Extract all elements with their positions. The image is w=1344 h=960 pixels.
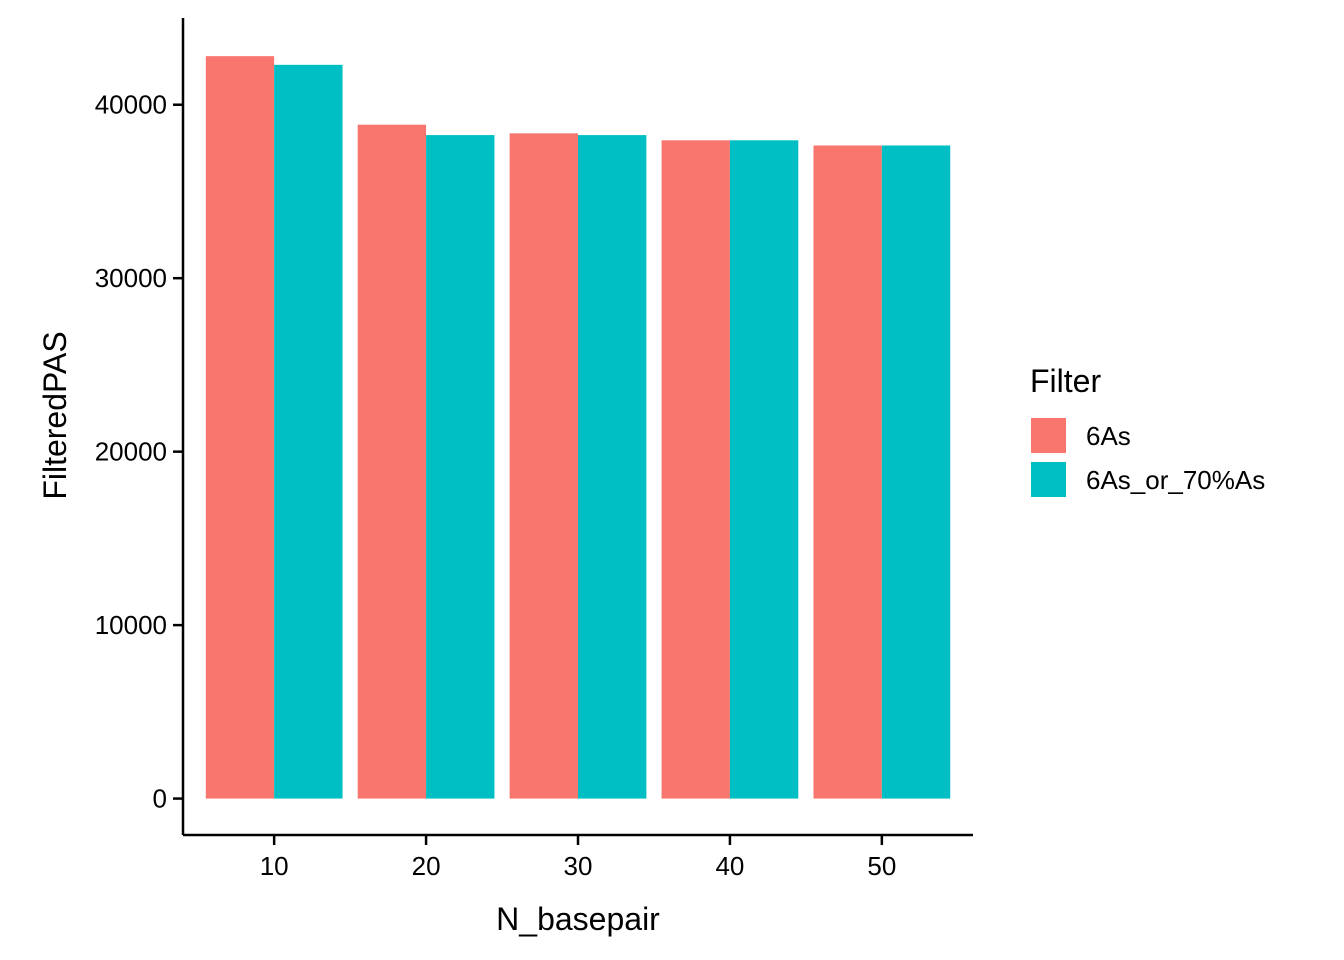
y-tick-label: 10000 [95,610,167,640]
bar-6As-20 [357,124,427,799]
x-tick-label: 10 [260,851,289,881]
legend-swatch-6As [1031,418,1066,453]
legend-title: Filter [1030,363,1101,399]
x-tick-label: 20 [412,851,441,881]
bar-6As_or_70%As-10 [274,64,343,799]
y-tick-label: 40000 [95,90,167,120]
x-tick-label: 50 [867,851,896,881]
bar-6As_or_70%As-30 [578,135,647,799]
bar-6As_or_70%As-40 [729,140,799,799]
bar-6As-50 [813,145,882,799]
y-tick-label: 30000 [95,263,167,293]
y-tick-label: 0 [153,784,167,814]
x-axis-title: N_basepair [496,901,660,937]
legend-label: 6As [1086,421,1131,451]
y-tick-label: 20000 [95,437,167,467]
legend: Filter 6As 6As_or_70%As [1030,363,1265,497]
bar-6As-40 [661,140,730,799]
x-axis-ticks: 10 20 30 40 50 [260,835,896,881]
legend-label: 6As_or_70%As [1086,465,1265,495]
bar-6As_or_70%As-20 [426,135,495,799]
bar-6As_or_70%As-50 [881,145,951,799]
y-axis-ticks: 0 10000 20000 30000 40000 [95,90,183,814]
bars-group [205,56,951,799]
legend-swatch-6As_or_70%As [1031,462,1066,497]
legend-items: 6As 6As_or_70%As [1031,418,1265,497]
bar-6As-10 [205,56,275,799]
bar-6As-30 [509,133,578,799]
x-tick-label: 30 [564,851,593,881]
y-axis-title: FilteredPAS [37,331,73,499]
x-tick-label: 40 [715,851,744,881]
